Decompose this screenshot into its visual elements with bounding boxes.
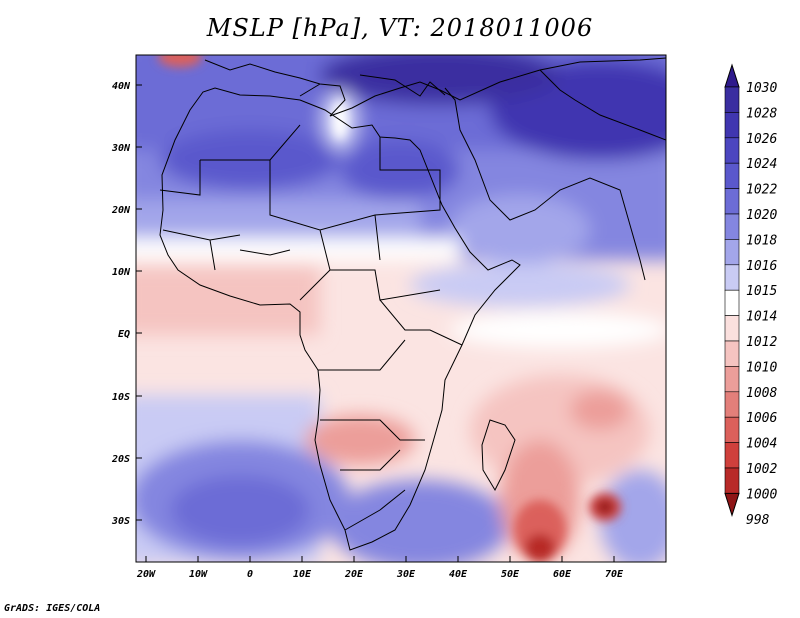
map-title: MSLP [hPa], VT: 2018011006 — [206, 14, 594, 42]
colorbar-swatch — [724, 442, 740, 469]
lon-label: 10W — [189, 569, 208, 580]
lon-axis: 20W 10W 0 10E 20E 30E 40E 50E 60E 70E — [136, 556, 624, 580]
colorbar-arrow-bottom — [724, 492, 740, 518]
colorbar-label: 1028 — [746, 106, 777, 121]
colorbar-label: 1006 — [746, 411, 777, 426]
lon-label: 40E — [449, 569, 468, 580]
colorbar-label: 1030 — [746, 81, 777, 96]
lat-axis: 40N 30N 20N 10N EQ 10S 20S 30S — [111, 81, 142, 527]
colorbar-label: 1018 — [746, 233, 777, 248]
lat-label: EQ — [118, 329, 130, 340]
colorbar-swatch — [724, 366, 740, 393]
colorbar-label: 1012 — [746, 335, 777, 350]
colorbar-label: 1010 — [746, 360, 777, 375]
colorbar-label: 1022 — [746, 183, 777, 198]
colorbar-label: 1020 — [746, 208, 777, 223]
colorbar: 1030 1028 1026 1024 1022 1020 1018 1016 1015 1014… — [724, 63, 777, 528]
lat-label: 20S — [111, 454, 130, 465]
lat-label: 30S — [111, 516, 130, 527]
colorbar-label: 1015 — [746, 284, 777, 299]
lon-label: 20E — [344, 569, 364, 580]
colorbar-label: 1024 — [746, 157, 777, 172]
colorbar-swatch — [724, 162, 740, 189]
colorbar-label: 1008 — [746, 386, 777, 401]
colorbar-swatch — [724, 137, 740, 164]
colorbar-swatch — [724, 239, 740, 266]
colorbar-label: 1026 — [746, 132, 777, 147]
colorbar-swatch — [724, 188, 740, 215]
colorbar-label: 1004 — [746, 437, 777, 452]
colorbar-swatch — [724, 264, 740, 291]
pressure-field — [136, 55, 666, 562]
lon-label: 10E — [293, 569, 312, 580]
lat-label: 20N — [111, 205, 131, 216]
lon-label: 30E — [396, 569, 416, 580]
colorbar-label: 1002 — [746, 462, 777, 477]
plot-frame — [135, 54, 667, 563]
colorbar-label: 998 — [746, 513, 770, 528]
colorbar-swatch — [724, 315, 740, 342]
colorbar-label: 1016 — [746, 259, 777, 274]
lat-label: 40N — [112, 81, 131, 92]
credit-text: GrADS: IGES/COLA — [4, 603, 101, 614]
colorbar-swatch — [724, 391, 740, 418]
colorbar-label: 1000 — [746, 487, 777, 502]
lat-label: 10N — [112, 267, 131, 278]
colorbar-arrow-top — [724, 63, 740, 88]
colorbar-swatch — [724, 289, 740, 316]
lat-label: 10S — [112, 392, 130, 403]
coastlines — [159, 57, 666, 551]
lon-label: 50E — [501, 569, 520, 580]
lon-label: 60E — [553, 569, 572, 580]
colorbar-swatch — [724, 416, 740, 443]
lon-label: 70E — [605, 569, 624, 580]
colorbar-label: 1014 — [746, 310, 777, 325]
colorbar-swatch — [724, 467, 740, 494]
lon-label: 20W — [136, 569, 156, 580]
colorbar-swatch — [724, 86, 740, 113]
colorbar-swatch — [724, 213, 740, 240]
colorbar-swatch — [724, 340, 740, 367]
lat-label: 30N — [111, 143, 131, 154]
colorbar-swatch — [724, 112, 740, 139]
lon-label: 0 — [247, 569, 253, 580]
